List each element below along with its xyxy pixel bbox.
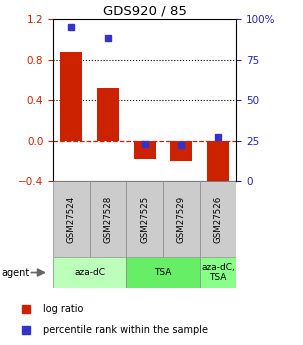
Bar	[90, 181, 126, 257]
Bar	[200, 181, 236, 257]
Bar	[163, 181, 200, 257]
Text: GSM27529: GSM27529	[177, 196, 186, 243]
Text: log ratio: log ratio	[43, 304, 83, 314]
Bar	[53, 181, 90, 257]
Text: GSM27528: GSM27528	[104, 196, 112, 243]
Bar	[53, 257, 126, 288]
Bar	[200, 257, 236, 288]
Bar	[126, 257, 200, 288]
Text: aza-dC: aza-dC	[74, 268, 105, 277]
Bar	[134, 141, 156, 159]
Text: aza-dC,
TSA: aza-dC, TSA	[201, 263, 235, 282]
Bar	[126, 181, 163, 257]
Text: GSM27526: GSM27526	[214, 196, 222, 243]
Text: TSA: TSA	[154, 268, 172, 277]
Bar	[207, 141, 229, 186]
Title: GDS920 / 85: GDS920 / 85	[103, 5, 187, 18]
Text: percentile rank within the sample: percentile rank within the sample	[43, 325, 208, 335]
Bar	[170, 141, 192, 161]
Bar	[60, 52, 82, 141]
Text: GSM27524: GSM27524	[67, 196, 76, 243]
Text: agent: agent	[2, 268, 30, 277]
Text: GSM27525: GSM27525	[140, 196, 149, 243]
Bar	[97, 88, 119, 141]
